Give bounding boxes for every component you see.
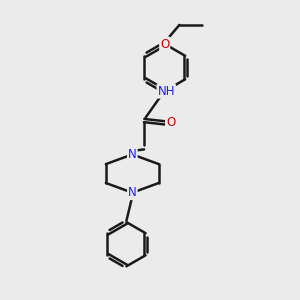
Text: NH: NH [158,85,175,98]
Text: O: O [166,116,175,129]
Text: N: N [128,186,137,199]
Text: N: N [128,148,137,161]
Text: O: O [160,38,169,50]
